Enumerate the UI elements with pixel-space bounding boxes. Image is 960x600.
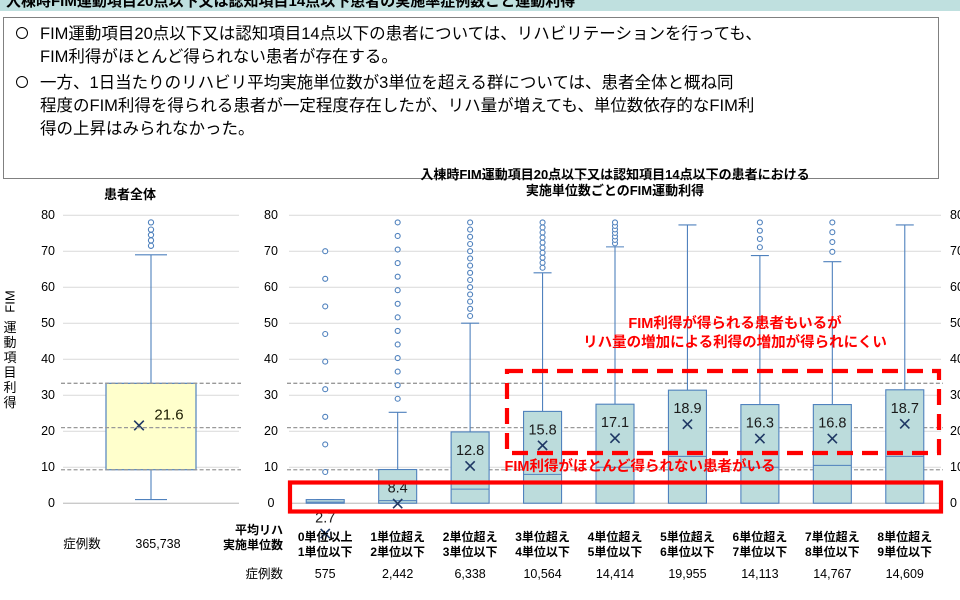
svg-text:20: 20 (41, 424, 55, 438)
svg-text:9単位以下: 9単位以下 (877, 544, 932, 559)
svg-text:70: 70 (950, 244, 960, 258)
svg-text:6単位超え: 6単位超え (733, 529, 788, 544)
svg-text:70: 70 (41, 244, 55, 258)
svg-text:6,338: 6,338 (454, 567, 485, 581)
svg-text:20: 20 (264, 424, 278, 438)
svg-text:12.8: 12.8 (456, 443, 484, 459)
svg-text:50: 50 (264, 316, 278, 330)
svg-text:365,738: 365,738 (135, 537, 180, 551)
svg-text:FIM利得が得られる患者もいるが: FIM利得が得られる患者もいるが (628, 314, 842, 332)
svg-text:80: 80 (950, 208, 960, 222)
svg-text:2単位以下: 2単位以下 (370, 544, 425, 559)
svg-text:16.8: 16.8 (818, 416, 846, 432)
svg-text:30: 30 (950, 388, 960, 402)
svg-text:60: 60 (950, 280, 960, 294)
svg-text:60: 60 (41, 280, 55, 294)
svg-text:7単位超え: 7単位超え (805, 529, 860, 544)
svg-text:50: 50 (41, 316, 55, 330)
svg-text:0: 0 (950, 496, 957, 510)
svg-text:40: 40 (41, 352, 55, 366)
svg-text:2単位超え: 2単位超え (443, 529, 498, 544)
svg-text:80: 80 (264, 208, 278, 222)
svg-text:14,113: 14,113 (741, 567, 778, 581)
svg-text:10: 10 (41, 460, 55, 474)
svg-text:0単位以上: 0単位以上 (298, 529, 353, 544)
svg-text:16.3: 16.3 (746, 416, 774, 432)
svg-text:症例数: 症例数 (245, 566, 283, 581)
svg-text:7単位以下: 7単位以下 (733, 544, 788, 559)
svg-text:8単位超え: 8単位超え (877, 529, 932, 544)
svg-text:リハ量の増加による利得の増加が得られにくい: リハ量の増加による利得の増加が得られにくい (583, 333, 887, 351)
svg-text:0: 0 (268, 496, 275, 510)
svg-text:1単位以下: 1単位以下 (298, 544, 353, 559)
svg-text:80: 80 (41, 208, 55, 222)
svg-text:FIM利得がほとんど得られない患者がいる: FIM利得がほとんど得られない患者がいる (504, 457, 775, 475)
svg-text:0: 0 (48, 496, 55, 510)
svg-text:40: 40 (264, 352, 278, 366)
svg-text:40: 40 (950, 352, 960, 366)
svg-text:20: 20 (950, 424, 960, 438)
svg-text:18.7: 18.7 (891, 401, 919, 417)
svg-text:4単位以下: 4単位以下 (515, 544, 570, 559)
svg-text:5単位超え: 5単位超え (660, 529, 715, 544)
svg-text:3単位以下: 3単位以下 (443, 544, 498, 559)
svg-text:2,442: 2,442 (382, 567, 413, 581)
svg-text:19,955: 19,955 (668, 567, 706, 581)
svg-text:30: 30 (41, 388, 55, 402)
svg-text:18.9: 18.9 (673, 401, 701, 417)
svg-text:6単位以下: 6単位以下 (660, 544, 715, 559)
svg-text:5単位以下: 5単位以下 (588, 544, 643, 559)
svg-text:14,414: 14,414 (596, 567, 634, 581)
svg-text:15.8: 15.8 (528, 422, 556, 438)
svg-text:3単位超え: 3単位超え (515, 529, 570, 544)
svg-text:50: 50 (950, 316, 960, 330)
svg-text:30: 30 (264, 388, 278, 402)
svg-text:14,767: 14,767 (813, 567, 851, 581)
svg-text:実施単位数: 実施単位数 (223, 537, 283, 552)
svg-text:21.6: 21.6 (154, 406, 183, 423)
svg-text:平均リハ: 平均リハ (235, 522, 283, 537)
svg-text:10: 10 (950, 460, 960, 474)
svg-text:70: 70 (264, 244, 278, 258)
svg-text:1単位超え: 1単位超え (370, 529, 425, 544)
svg-text:4単位超え: 4単位超え (588, 529, 643, 544)
svg-text:8単位以下: 8単位以下 (805, 544, 860, 559)
svg-text:症例数: 症例数 (63, 536, 101, 551)
svg-text:17.1: 17.1 (601, 415, 629, 431)
svg-text:575: 575 (315, 567, 336, 581)
svg-text:14,609: 14,609 (886, 567, 924, 581)
svg-text:60: 60 (264, 280, 278, 294)
svg-text:10: 10 (264, 460, 278, 474)
svg-text:10,564: 10,564 (523, 567, 561, 581)
